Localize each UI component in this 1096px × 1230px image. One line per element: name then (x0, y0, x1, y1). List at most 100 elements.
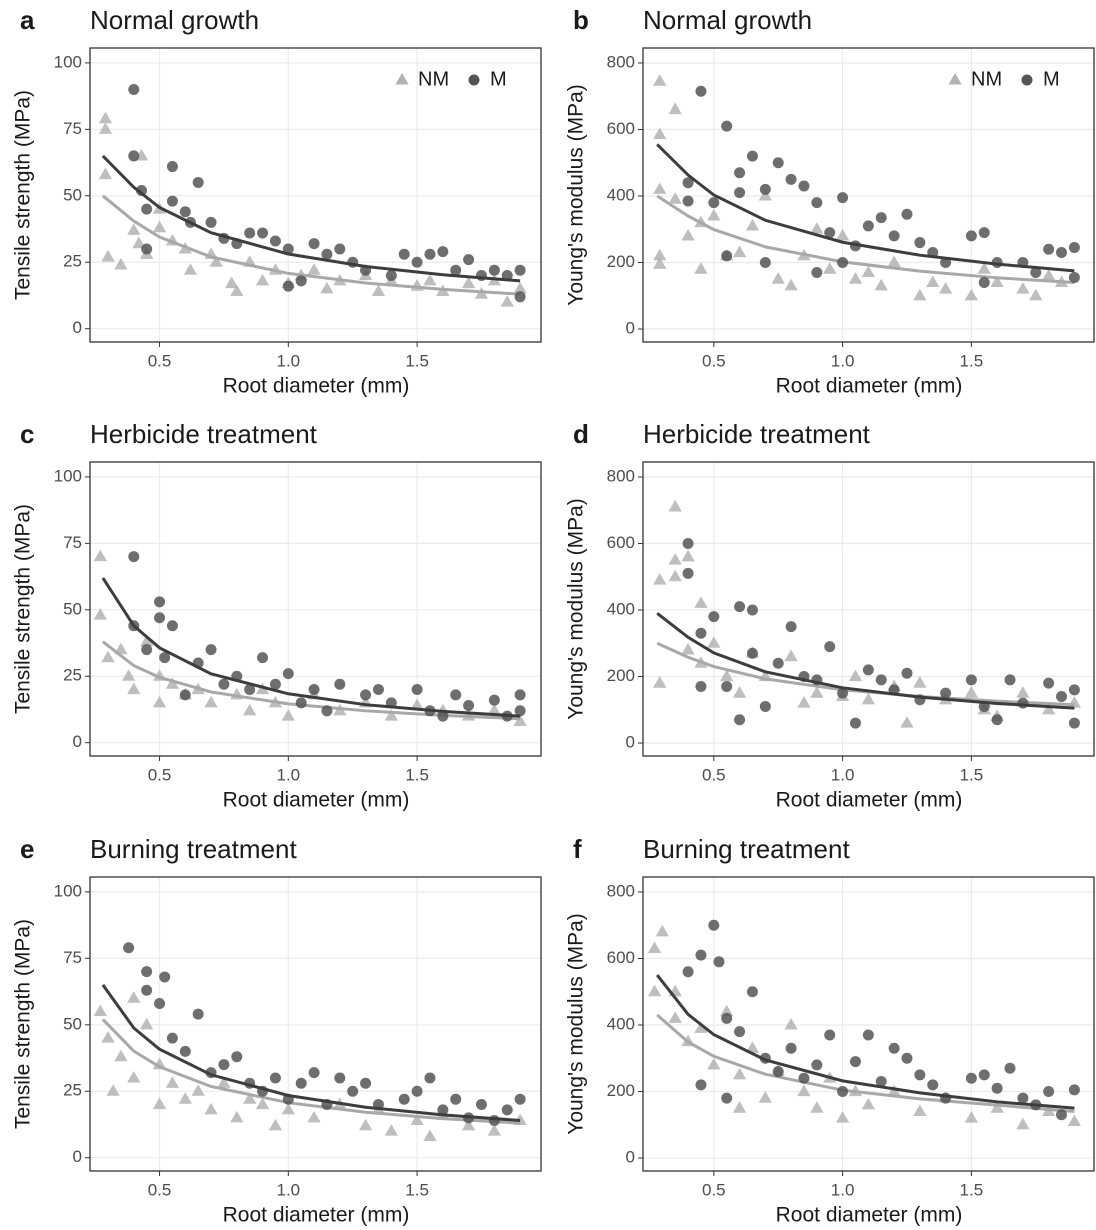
plot-border (89, 461, 542, 757)
y-tick-label: 200 (607, 252, 635, 271)
point (152, 695, 167, 708)
point (707, 636, 721, 648)
point (758, 1091, 772, 1103)
point (334, 678, 346, 690)
point (487, 1124, 502, 1136)
plot-border (89, 876, 542, 1172)
point (707, 1057, 721, 1070)
point (901, 667, 913, 679)
point (798, 180, 810, 192)
point (695, 1079, 707, 1091)
point (255, 273, 270, 286)
y-tick-label: 25 (63, 666, 82, 685)
x-tick-label: 0.5 (702, 1180, 726, 1199)
point (653, 74, 667, 86)
x-tick-label: 1.0 (831, 351, 855, 370)
point (141, 644, 153, 656)
point (653, 248, 667, 261)
point (209, 255, 223, 267)
point (682, 567, 694, 579)
legend-label: NM (971, 68, 1002, 90)
x-tick-label: 1.5 (405, 1180, 429, 1199)
point (681, 642, 695, 655)
point (243, 1092, 257, 1104)
point (1004, 674, 1016, 686)
point (320, 281, 334, 294)
point (360, 689, 372, 701)
point (849, 1056, 861, 1068)
y-tick-label: 25 (63, 252, 82, 271)
point (178, 1092, 192, 1104)
point (811, 197, 823, 209)
y-tick-label: 0 (626, 319, 635, 338)
point (385, 270, 397, 282)
point (93, 1004, 107, 1017)
point (1043, 1086, 1055, 1098)
point (653, 573, 667, 585)
point (694, 596, 708, 608)
point (900, 716, 914, 728)
point (192, 1008, 204, 1020)
plot-background (90, 48, 542, 342)
point (810, 222, 824, 234)
point (1029, 288, 1043, 301)
y-tick-label: 100 (54, 881, 82, 900)
x-axis-label: Root diameter (mm) (776, 1204, 963, 1227)
point (668, 569, 682, 582)
point (732, 1067, 747, 1080)
point (965, 230, 977, 242)
point (127, 682, 141, 695)
point (166, 620, 178, 632)
point (1004, 1062, 1016, 1074)
point (861, 692, 876, 705)
point (500, 295, 514, 307)
point (849, 717, 861, 729)
plot-border (642, 876, 1095, 1172)
point (423, 1129, 437, 1141)
y-tick-label: 0 (73, 318, 82, 337)
point (732, 1101, 747, 1113)
point (887, 255, 901, 268)
point (475, 1099, 487, 1111)
point (141, 966, 153, 978)
point (218, 678, 230, 690)
point (140, 634, 154, 647)
y-tick-label: 400 (607, 185, 635, 204)
point (410, 698, 424, 711)
point (940, 687, 952, 699)
point (384, 1124, 398, 1136)
fit-curve (656, 143, 1075, 273)
point (114, 257, 128, 270)
x-axis-label: Root diameter (mm) (223, 375, 410, 398)
point (695, 680, 707, 692)
plot-border (642, 47, 1095, 343)
point (772, 1066, 784, 1078)
point (321, 248, 333, 260)
point (191, 1084, 205, 1096)
point (734, 167, 746, 179)
plot-background (643, 48, 1095, 342)
point (926, 275, 940, 288)
point (721, 1092, 733, 1104)
point (307, 263, 321, 275)
point (721, 120, 733, 132)
point (759, 257, 771, 269)
fit-curve (101, 984, 521, 1122)
point (759, 183, 771, 195)
point (334, 1072, 346, 1084)
y-tick-label: 400 (607, 599, 635, 618)
x-tick-label: 0.5 (702, 765, 726, 784)
point (1056, 690, 1068, 702)
point (848, 669, 863, 682)
y-tick-label: 100 (54, 52, 82, 71)
point (746, 986, 758, 998)
point (136, 184, 148, 196)
point (1067, 1114, 1082, 1126)
point (708, 611, 720, 623)
point (152, 220, 167, 233)
legend-marker (948, 73, 962, 85)
x-tick-label: 1.5 (960, 1180, 984, 1199)
y-tick-label: 100 (54, 466, 82, 485)
y-tick-label: 50 (63, 1014, 82, 1033)
point (141, 984, 153, 996)
